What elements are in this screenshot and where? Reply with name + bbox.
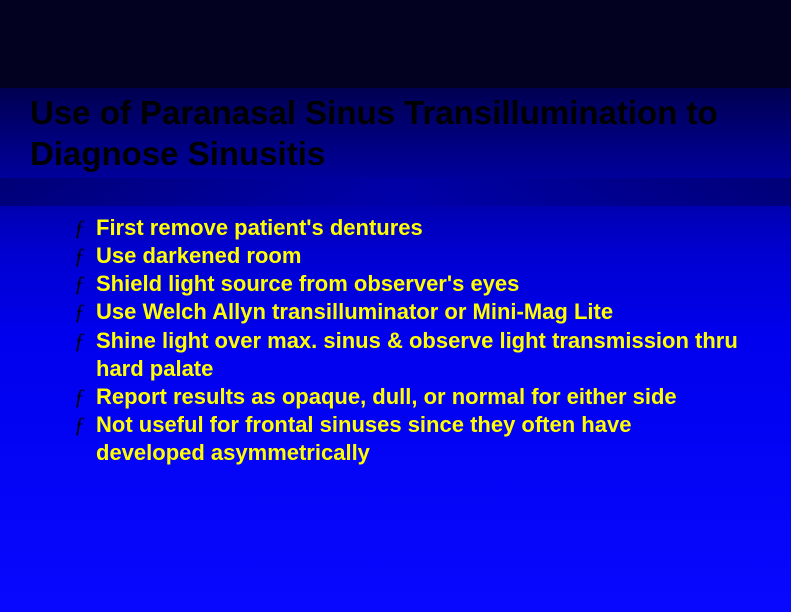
slide-title: Use of Paranasal Sinus Transillumination… bbox=[30, 92, 770, 175]
list-item: ƒ First remove patient's dentures bbox=[74, 214, 744, 242]
bullet-text: Shield light source from observer's eyes bbox=[96, 270, 744, 298]
bullet-marker-icon: ƒ bbox=[74, 327, 96, 355]
bullet-list: ƒ First remove patient's dentures ƒ Use … bbox=[74, 214, 744, 467]
bullet-marker-icon: ƒ bbox=[74, 298, 96, 326]
bullet-marker-icon: ƒ bbox=[74, 242, 96, 270]
list-item: ƒ Not useful for frontal sinuses since t… bbox=[74, 411, 744, 467]
header-dark-band bbox=[0, 0, 791, 88]
bullet-marker-icon: ƒ bbox=[74, 383, 96, 411]
list-item: ƒ Use darkened room bbox=[74, 242, 744, 270]
list-item: ƒ Report results as opaque, dull, or nor… bbox=[74, 383, 744, 411]
slide: Use of Paranasal Sinus Transillumination… bbox=[0, 0, 791, 612]
list-item: ƒ Shine light over max. sinus & observe … bbox=[74, 327, 744, 383]
title-underline-strip bbox=[0, 178, 791, 206]
bullet-text: Report results as opaque, dull, or norma… bbox=[96, 383, 744, 411]
bullet-marker-icon: ƒ bbox=[74, 411, 96, 439]
bullet-marker-icon: ƒ bbox=[74, 214, 96, 242]
bullet-text: Shine light over max. sinus & observe li… bbox=[96, 327, 744, 383]
bullet-text: Use Welch Allyn transilluminator or Mini… bbox=[96, 298, 744, 326]
list-item: ƒ Shield light source from observer's ey… bbox=[74, 270, 744, 298]
bullet-text: Not useful for frontal sinuses since the… bbox=[96, 411, 744, 467]
bullet-marker-icon: ƒ bbox=[74, 270, 96, 298]
bullet-text: Use darkened room bbox=[96, 242, 744, 270]
bullet-text: First remove patient's dentures bbox=[96, 214, 744, 242]
list-item: ƒ Use Welch Allyn transilluminator or Mi… bbox=[74, 298, 744, 326]
